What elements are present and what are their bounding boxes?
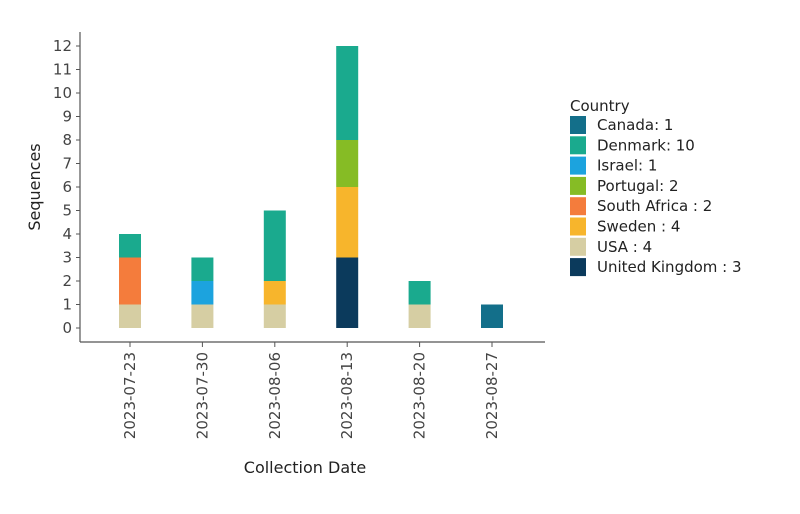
- bar-segment-uk: [336, 257, 359, 328]
- chart-bars: [119, 46, 503, 328]
- legend-label-uk: United Kingdom : 3: [597, 258, 742, 276]
- bar-segment-sweden: [263, 281, 286, 305]
- bar-segment-denmark: [191, 257, 214, 281]
- legend-label-portugal: Portugal: 2: [597, 177, 679, 195]
- x-tick-label: 2023-08-06: [266, 352, 284, 439]
- bar-segment-denmark: [336, 46, 359, 140]
- legend-label-south_africa: South Africa : 2: [597, 197, 712, 215]
- y-tick-label: 9: [62, 108, 72, 126]
- x-axis-ticks: 2023-07-23 2023-07-30 2023-08-06 2023-08-13…: [121, 342, 501, 439]
- y-tick-label: 5: [62, 202, 72, 220]
- bar-segment-denmark: [408, 281, 431, 305]
- bar-segment-denmark: [263, 210, 286, 281]
- legend-swatch-portugal: [570, 176, 586, 195]
- legend-swatch-usa: [570, 237, 586, 256]
- y-tick-label: 12: [53, 37, 72, 55]
- bar-segment-denmark: [119, 234, 141, 258]
- x-axis-title: Collection Date: [244, 458, 366, 477]
- y-tick-label: 4: [62, 225, 72, 243]
- y-tick-label: 6: [62, 178, 72, 196]
- bar-segment-sweden: [336, 187, 359, 258]
- x-tick-label: 2023-07-30: [193, 352, 211, 439]
- legend-label-israel: Israel: 1: [597, 157, 657, 175]
- y-tick-label: 8: [62, 131, 72, 149]
- bar-segment-israel: [191, 281, 214, 305]
- x-tick-label: 2023-08-13: [338, 352, 356, 439]
- legend-swatch-uk: [570, 258, 586, 277]
- x-tick-label: 2023-08-20: [411, 352, 429, 439]
- y-tick-label: 0: [62, 319, 72, 337]
- x-tick-label: 2023-08-27: [483, 352, 501, 439]
- y-tick-label: 1: [62, 296, 72, 314]
- bar-segment-portugal: [336, 140, 359, 187]
- legend-label-usa: USA : 4: [597, 238, 652, 256]
- legend-label-canada: Canada: 1: [597, 116, 673, 134]
- bar-segment-usa: [408, 304, 431, 328]
- legend-title: Country: [570, 97, 630, 115]
- legend-swatch-denmark: [570, 136, 586, 155]
- legend: Country Canada: 1 Denmark: 10 Israel: 1 Por…: [570, 97, 742, 277]
- legend-swatch-canada: [570, 116, 586, 134]
- bar-segment-usa: [263, 304, 286, 328]
- y-tick-label: 3: [62, 249, 72, 267]
- bar-segment-south_africa: [119, 257, 141, 305]
- legend-label-sweden: Sweden : 4: [597, 218, 680, 236]
- legend-swatch-israel: [570, 156, 586, 175]
- chart-axes: [79, 32, 545, 343]
- bar-segment-usa: [119, 304, 141, 328]
- bar-segment-usa: [191, 304, 214, 328]
- bar-segment-canada: [481, 304, 503, 328]
- x-tick-label: 2023-07-23: [121, 352, 139, 439]
- legend-label-denmark: Denmark: 10: [597, 136, 695, 154]
- y-tick-label: 10: [53, 84, 72, 102]
- y-axis-title: Sequences: [25, 143, 44, 230]
- legend-swatch-sweden: [570, 217, 586, 236]
- y-tick-label: 7: [62, 155, 72, 173]
- y-tick-label: 2: [62, 272, 72, 290]
- y-tick-label: 11: [53, 61, 72, 79]
- legend-swatch-south_africa: [570, 197, 586, 216]
